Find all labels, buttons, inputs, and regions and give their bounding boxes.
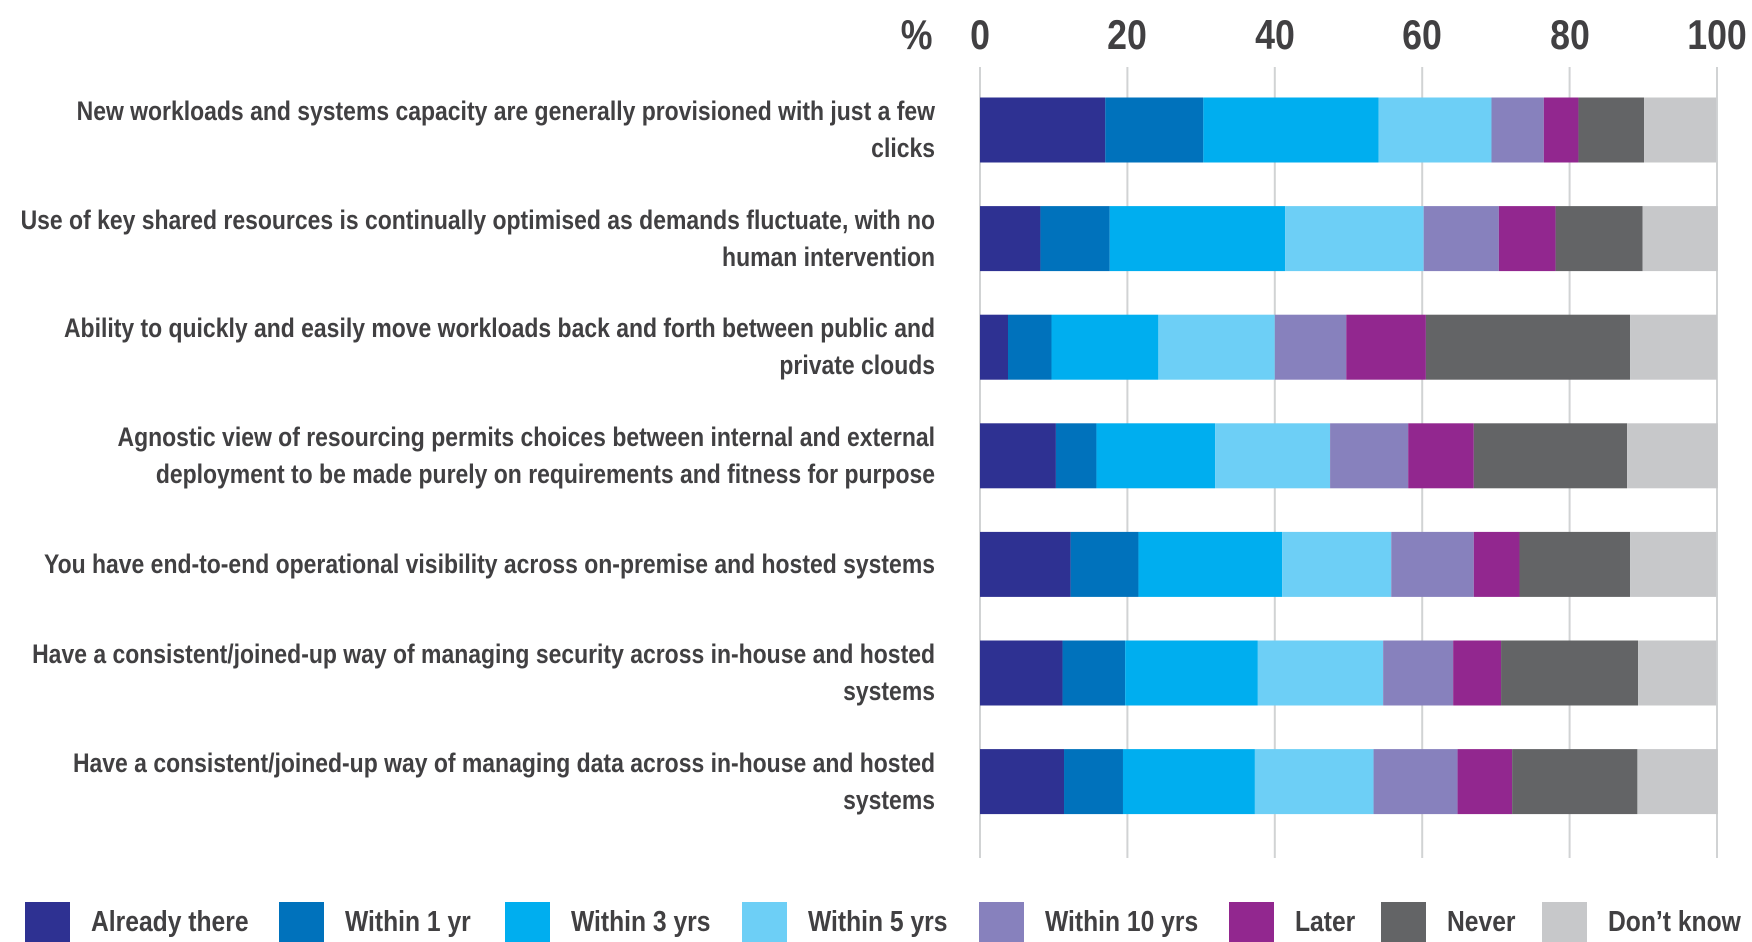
bar-segment	[980, 314, 1009, 380]
bar-segment	[980, 749, 1065, 815]
bar-segment	[1064, 749, 1123, 815]
bar-segment	[1378, 97, 1492, 163]
bar-segment	[1254, 749, 1374, 815]
bar-segment	[1051, 314, 1159, 380]
bar-segment	[1373, 749, 1458, 815]
bar-segment	[1122, 749, 1255, 815]
bar-segment	[1257, 640, 1384, 706]
bar-segment	[980, 531, 1071, 597]
x-tick-label: 80	[1549, 11, 1590, 58]
bar-segment	[1630, 531, 1717, 597]
bar-segment	[1627, 423, 1718, 489]
bar-segment	[1555, 206, 1643, 272]
legend-swatch	[505, 902, 550, 942]
bar-segment	[1423, 206, 1499, 272]
bar-segment	[1125, 640, 1258, 706]
bar-segment	[1630, 314, 1717, 380]
bar-segment	[1109, 206, 1286, 272]
category-label: Agnostic view of resourcing permits choi…	[117, 421, 936, 489]
bar-segment	[1096, 423, 1216, 489]
bar-segment	[1408, 423, 1474, 489]
legend-label: Within 1 yr	[345, 906, 471, 938]
bar-segment	[1282, 531, 1392, 597]
x-tick-label: 20	[1107, 11, 1148, 58]
legend-swatch	[1381, 902, 1426, 942]
legend-swatch	[25, 902, 70, 942]
legend-swatch	[979, 902, 1024, 942]
x-tick-label: 40	[1254, 11, 1295, 58]
bar-segment	[1642, 206, 1718, 272]
legend-label: Already there	[91, 906, 249, 938]
bar-segment	[1578, 97, 1645, 163]
category-label: Use of key shared resources is continual…	[20, 204, 936, 272]
bar-segment	[1457, 749, 1513, 815]
category-label: Ability to quickly and easily move workl…	[63, 313, 936, 381]
bar-segment	[1274, 314, 1347, 380]
bar-segment	[1215, 423, 1331, 489]
bar-segment	[1491, 97, 1544, 163]
x-tick-label: 60	[1402, 11, 1443, 58]
category-label: New workloads and systems capacity are g…	[76, 96, 936, 163]
bar-segment	[1644, 97, 1717, 163]
bar-segment	[1158, 314, 1275, 380]
bar-segment	[1055, 423, 1097, 489]
bar-segment	[1498, 206, 1556, 272]
bar-segment	[1425, 314, 1631, 380]
bar-segment	[1070, 531, 1139, 597]
bar-segment	[1512, 749, 1638, 815]
bar-segment	[1383, 640, 1454, 706]
bar-segment	[1453, 640, 1502, 706]
legend-label: Later	[1295, 906, 1356, 938]
bar-segment	[1473, 531, 1520, 597]
bar-segment	[1638, 640, 1717, 706]
bar-segment	[980, 97, 1106, 163]
bar-segment	[1008, 314, 1052, 380]
legend-label: Don’t know	[1608, 906, 1741, 938]
bar-segment	[1637, 749, 1718, 815]
bar-segment	[1285, 206, 1424, 272]
bar-segment	[1203, 97, 1379, 163]
category-label: Have a consistent/joined-up way of manag…	[32, 639, 936, 706]
bar-segment	[1346, 314, 1426, 380]
legend-swatch	[742, 902, 787, 942]
x-tick-label: 0	[970, 11, 990, 58]
bar-segment	[1105, 97, 1204, 163]
bar-segment	[1519, 531, 1631, 597]
legend-label: Within 5 yrs	[808, 906, 948, 938]
bar-segment	[1040, 206, 1110, 272]
bar-segment	[980, 640, 1063, 706]
bar-segment	[1473, 423, 1628, 489]
category-label: You have end-to-end operational visibili…	[43, 548, 935, 579]
bar-segment	[1543, 97, 1579, 163]
axis-unit: %	[900, 11, 933, 58]
bar-segment	[980, 206, 1041, 272]
bar-segment	[980, 423, 1056, 489]
legend-swatch	[1229, 902, 1274, 942]
bar-segment	[1330, 423, 1409, 489]
legend-label: Within 10 yrs	[1045, 906, 1199, 938]
bar-segment	[1391, 531, 1474, 597]
legend-label: Never	[1447, 906, 1516, 938]
legend-swatch	[279, 902, 324, 942]
legend-label: Within 3 yrs	[571, 906, 711, 938]
legend-swatch	[1542, 902, 1587, 942]
category-label: Have a consistent/joined-up way of manag…	[72, 747, 936, 815]
x-tick-label: 100	[1687, 11, 1747, 58]
bar-segment	[1138, 531, 1283, 597]
bar-segment	[1501, 640, 1639, 706]
bar-segment	[1062, 640, 1126, 706]
